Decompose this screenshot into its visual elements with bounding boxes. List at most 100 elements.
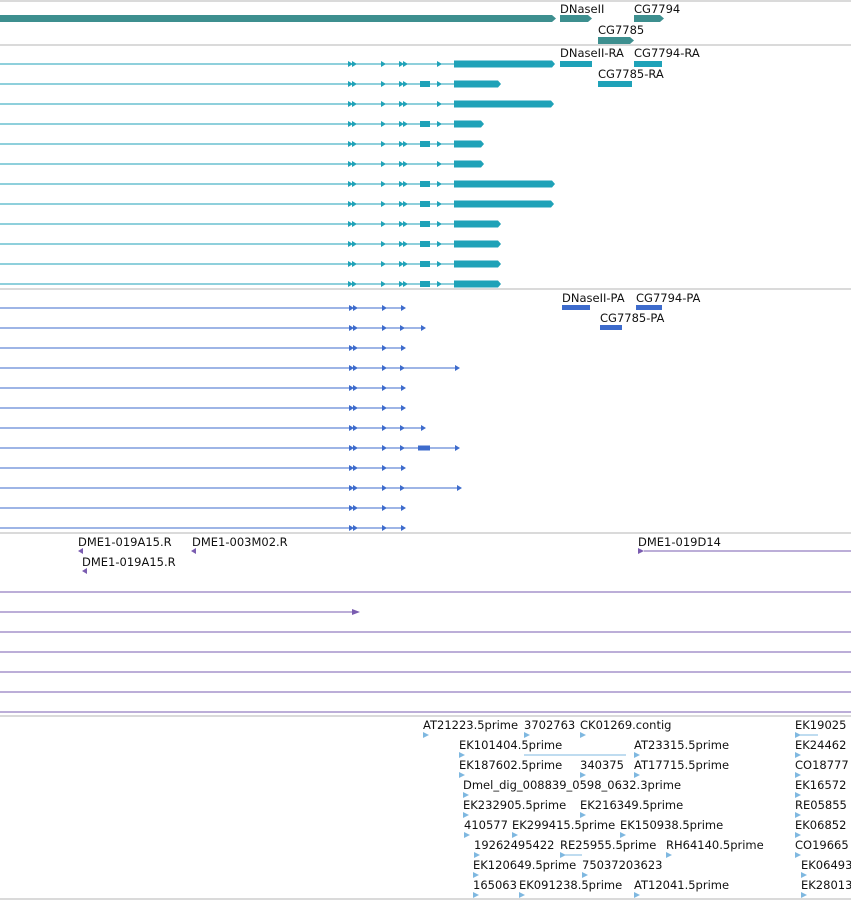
- transcript-exon[interactable]: [454, 260, 498, 268]
- protein-feature-dnaseii-pa[interactable]: [562, 305, 590, 310]
- protein-row[interactable]: [0, 385, 406, 391]
- est-label[interactable]: CK01269.contig: [580, 718, 671, 732]
- gene-label-cg7785[interactable]: CG7785: [598, 23, 644, 37]
- protein-row[interactable]: [0, 525, 406, 531]
- transcript-exon[interactable]: [454, 240, 498, 248]
- est-arrow-icon[interactable]: [459, 752, 465, 758]
- protein-feature-cg7794-pa[interactable]: [636, 305, 662, 310]
- est-label[interactable]: EK150938.5prime: [620, 818, 723, 832]
- protein-row[interactable]: [0, 345, 406, 351]
- est-label[interactable]: RE05855: [795, 798, 847, 812]
- est-arrow-icon[interactable]: [473, 892, 479, 898]
- est-arrow-icon[interactable]: [580, 812, 586, 818]
- transcript-label-dnaseii-ra[interactable]: DNaseII-RA: [560, 46, 624, 60]
- transcript-exon[interactable]: [420, 281, 430, 287]
- clone-arrow-icon[interactable]: [78, 548, 83, 554]
- transcript-row[interactable]: [0, 120, 484, 128]
- gene-feature-cg7794[interactable]: [634, 15, 660, 22]
- gene-feature-cg7785[interactable]: [598, 37, 630, 44]
- transcript-exon[interactable]: [454, 80, 498, 88]
- protein-row[interactable]: [0, 365, 460, 371]
- transcript-exon[interactable]: [454, 200, 551, 208]
- transcript-feature-cg7794-ra[interactable]: [634, 61, 662, 67]
- est-arrow-icon[interactable]: [795, 812, 801, 818]
- protein-row[interactable]: [0, 465, 406, 471]
- est-arrow-icon[interactable]: [634, 892, 640, 898]
- transcript-exon[interactable]: [420, 241, 430, 247]
- clone-arrow-icon[interactable]: [191, 548, 196, 554]
- est-arrow-icon[interactable]: [795, 832, 801, 838]
- est-arrow-icon[interactable]: [473, 872, 479, 878]
- protein-row[interactable]: [0, 405, 406, 411]
- est-label[interactable]: 19262495422: [474, 838, 554, 852]
- est-label[interactable]: EK232905.5prime: [463, 798, 566, 812]
- est-arrow-icon[interactable]: [666, 852, 672, 858]
- est-label[interactable]: EK216349.5prime: [580, 798, 683, 812]
- est-arrow-icon[interactable]: [580, 732, 586, 738]
- transcript-exon[interactable]: [454, 60, 552, 68]
- transcript-exon[interactable]: [420, 121, 430, 127]
- transcript-exon[interactable]: [420, 81, 430, 87]
- est-label[interactable]: EK091238.5prime: [519, 878, 622, 892]
- est-label[interactable]: AT17715.5prime: [634, 758, 729, 772]
- transcript-row[interactable]: [0, 280, 501, 288]
- est-label[interactable]: RH64140.5prime: [666, 838, 764, 852]
- est-label[interactable]: 340375: [580, 758, 624, 772]
- transcript-row[interactable]: [0, 200, 554, 208]
- transcript-feature-cg7785-ra[interactable]: [598, 81, 632, 87]
- est-label[interactable]: AT21223.5prime: [423, 718, 518, 732]
- est-label[interactable]: EK16572: [795, 778, 846, 792]
- protein-exon[interactable]: [418, 445, 430, 451]
- transcript-exon[interactable]: [420, 141, 430, 147]
- est-arrow-icon[interactable]: [464, 832, 470, 838]
- est-label[interactable]: 3702763: [524, 718, 575, 732]
- transcript-exon[interactable]: [420, 261, 430, 267]
- transcript-row[interactable]: [0, 260, 501, 268]
- est-arrow-icon[interactable]: [582, 872, 588, 878]
- clone-label-dme1-003m02-r[interactable]: DME1-003M02.R: [192, 535, 288, 549]
- est-label[interactable]: EK06852: [795, 818, 846, 832]
- est-arrow-icon[interactable]: [459, 772, 465, 778]
- transcript-exon[interactable]: [454, 100, 551, 108]
- transcript-exon[interactable]: [420, 201, 430, 207]
- est-arrow-icon[interactable]: [795, 792, 801, 798]
- est-label[interactable]: EK28013: [801, 878, 851, 892]
- transcript-exon[interactable]: [454, 180, 552, 188]
- transcript-row[interactable]: [0, 80, 501, 88]
- est-arrow-icon[interactable]: [801, 892, 807, 898]
- transcript-row[interactable]: [0, 220, 501, 228]
- transcript-exon[interactable]: [454, 140, 481, 148]
- est-label[interactable]: 410577: [464, 818, 508, 832]
- est-arrow-icon[interactable]: [474, 852, 480, 858]
- gene-label-dnaseii[interactable]: DNaseII: [560, 2, 604, 16]
- est-arrow-icon[interactable]: [524, 732, 530, 738]
- gene-feature-bar[interactable]: [0, 15, 552, 22]
- est-label[interactable]: AT12041.5prime: [634, 878, 729, 892]
- clone-label-dme1-019a15-r[interactable]: DME1-019A15.R: [78, 535, 172, 549]
- est-arrow-icon[interactable]: [795, 852, 801, 858]
- protein-label-cg7785-pa[interactable]: CG7785-PA: [600, 311, 665, 325]
- clone-label-dme1-019d14[interactable]: DME1-019D14: [638, 535, 721, 549]
- transcript-row[interactable]: [0, 180, 555, 188]
- gene-label-cg7794[interactable]: CG7794: [634, 2, 680, 16]
- protein-row[interactable]: [0, 305, 406, 311]
- transcript-exon[interactable]: [454, 120, 481, 128]
- est-label[interactable]: CO18777: [795, 758, 849, 772]
- transcript-exon[interactable]: [454, 280, 498, 288]
- transcript-row[interactable]: [0, 240, 501, 248]
- est-label[interactable]: EK06493: [801, 858, 851, 872]
- protein-row[interactable]: [0, 445, 460, 451]
- transcript-exon[interactable]: [420, 181, 430, 187]
- est-label[interactable]: 165063: [473, 878, 517, 892]
- est-arrow-icon[interactable]: [634, 752, 640, 758]
- protein-row[interactable]: [0, 325, 426, 331]
- clone-arrow-icon[interactable]: [638, 548, 644, 554]
- est-label[interactable]: EK120649.5prime: [473, 858, 576, 872]
- protein-label-dnaseii-pa[interactable]: DNaseII-PA: [562, 291, 625, 305]
- est-arrow-icon[interactable]: [795, 752, 801, 758]
- est-label[interactable]: EK299415.5prime: [512, 818, 615, 832]
- est-arrow-icon[interactable]: [620, 832, 626, 838]
- protein-row[interactable]: [0, 505, 406, 511]
- est-arrow-icon[interactable]: [580, 772, 586, 778]
- protein-row[interactable]: [0, 425, 426, 431]
